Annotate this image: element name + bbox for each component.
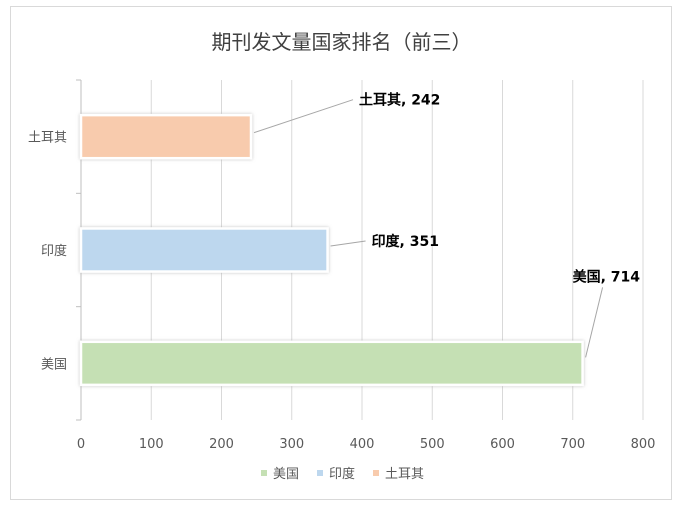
legend-swatch-土耳其 <box>373 470 379 476</box>
legend-label: 美国 <box>273 467 299 482</box>
chart-title: 期刊发文量国家排名（前三） <box>211 30 472 54</box>
bar-美国 <box>79 340 584 387</box>
legend-swatch-美国 <box>261 470 267 476</box>
x-tick-label: 200 <box>209 437 234 452</box>
leader-line <box>585 287 604 358</box>
category-label: 印度 <box>41 243 67 259</box>
leader-line <box>330 240 366 247</box>
data-label: 美国, 714 <box>573 268 641 285</box>
bar-土耳其 <box>79 113 253 160</box>
x-tick-label: 800 <box>631 437 656 452</box>
leader-line <box>253 99 354 134</box>
legend-label: 印度 <box>329 466 355 482</box>
bar-印度 <box>79 227 329 273</box>
x-tick-label: 400 <box>350 437 375 452</box>
data-label: 印度, 351 <box>372 233 439 250</box>
x-tick-label: 300 <box>279 437 304 452</box>
x-tick-label: 0 <box>77 437 85 452</box>
legend-label: 土耳其 <box>385 467 424 482</box>
legend-swatch-印度 <box>317 470 323 476</box>
x-tick-label: 500 <box>420 437 445 452</box>
category-label: 土耳其 <box>28 131 67 146</box>
data-label: 土耳其, 242 <box>359 92 440 109</box>
x-tick-label: 600 <box>490 437 515 452</box>
x-tick-label: 700 <box>560 437 585 452</box>
category-label: 美国 <box>41 357 67 372</box>
x-tick-label: 100 <box>139 437 164 452</box>
